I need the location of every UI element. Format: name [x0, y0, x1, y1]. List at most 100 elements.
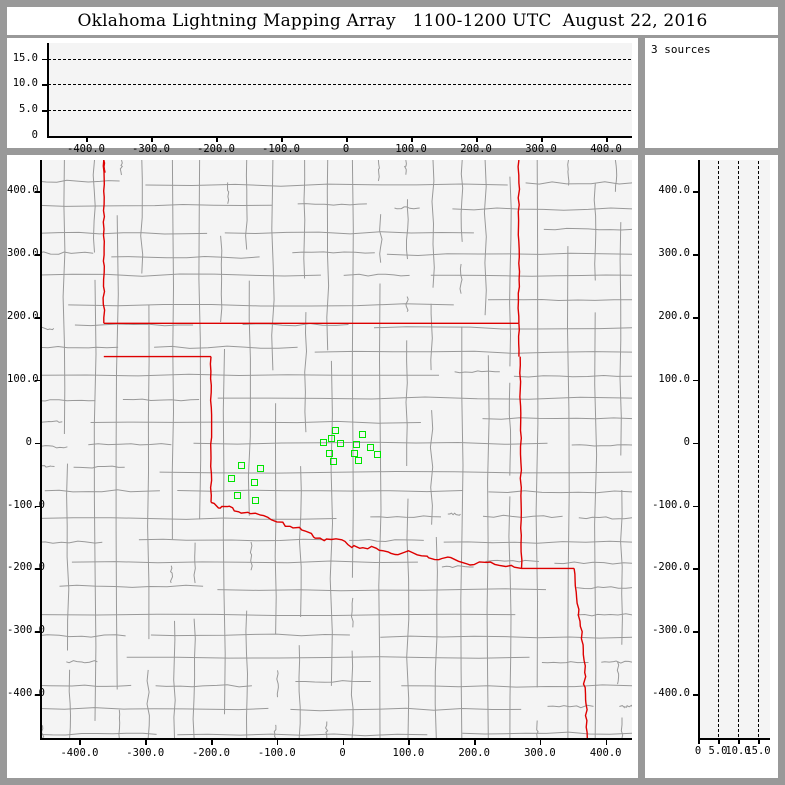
county-border	[461, 160, 463, 242]
county-border	[194, 543, 195, 584]
source-marker	[326, 450, 333, 457]
county-border	[315, 351, 632, 353]
county-border	[91, 421, 421, 423]
county-border	[460, 264, 462, 294]
county-border	[407, 499, 409, 738]
county-border	[405, 160, 407, 175]
source-marker	[320, 439, 327, 446]
x-tick	[145, 739, 147, 745]
y-tick-label: -200.0	[645, 561, 690, 573]
county-border	[246, 160, 248, 250]
page-title: Oklahoma Lightning Mapping Array 1100-12…	[78, 11, 708, 31]
source-marker	[355, 457, 362, 464]
y-tick	[693, 443, 699, 445]
county-border	[147, 670, 149, 738]
county-border	[160, 472, 632, 474]
county-border	[66, 661, 97, 663]
application-window: Oklahoma Lightning Mapping Array 1100-12…	[0, 0, 785, 785]
county-border	[299, 645, 300, 738]
county-border	[537, 721, 538, 739]
county-border	[509, 496, 511, 738]
gridline-vertical	[718, 161, 719, 737]
gridline-horizontal	[48, 59, 631, 60]
x-tick	[211, 739, 213, 745]
source-count-label: 3 sources	[651, 43, 711, 56]
source-marker	[328, 435, 335, 442]
county-border	[40, 205, 272, 207]
county-border	[452, 208, 632, 210]
county-border	[40, 252, 93, 254]
state-border	[211, 502, 522, 568]
x-tick	[86, 137, 88, 142]
y-tick	[693, 631, 699, 633]
x-tick	[476, 137, 478, 142]
county-border	[298, 204, 367, 206]
county-border	[111, 257, 259, 259]
county-border	[484, 160, 486, 315]
county-border	[380, 214, 382, 263]
source-marker	[359, 431, 366, 438]
county-border	[619, 705, 632, 707]
county-border	[435, 537, 437, 738]
county-border	[483, 515, 563, 517]
county-border	[221, 236, 222, 322]
county-border	[330, 361, 332, 686]
county-border	[40, 614, 515, 615]
y-tick	[693, 254, 699, 256]
county-border	[401, 685, 632, 687]
county-border	[40, 635, 126, 637]
y-tick	[42, 59, 48, 61]
county-border	[199, 160, 201, 519]
y-tick-label: 200.0	[645, 310, 690, 322]
county-border	[40, 232, 207, 234]
county-border	[246, 611, 248, 738]
county-border	[139, 539, 326, 541]
county-border	[305, 312, 307, 432]
county-border	[174, 621, 176, 738]
county-border	[594, 184, 596, 281]
county-border	[40, 446, 67, 448]
county-border	[151, 634, 350, 636]
x-tick	[540, 739, 542, 745]
x-tick	[346, 137, 348, 142]
county-border	[380, 636, 632, 638]
county-border	[514, 376, 632, 378]
county-border	[488, 491, 632, 493]
county-border	[290, 708, 521, 710]
county-border	[223, 349, 225, 714]
y-tick-label: -400.0	[7, 687, 32, 699]
gridline-vertical	[738, 161, 739, 737]
county-border	[577, 614, 632, 616]
source-marker	[251, 479, 258, 486]
county-border	[40, 733, 157, 735]
county-border	[487, 355, 489, 738]
county-border	[461, 327, 463, 738]
county-border	[75, 324, 193, 326]
y-tick-label: -100.0	[645, 499, 690, 511]
county-border	[172, 160, 173, 539]
y-tick-label: 0	[645, 436, 690, 448]
county-border	[177, 490, 462, 491]
source-count-panel: 3 sources	[645, 38, 778, 148]
x-tick	[79, 739, 81, 745]
x-tick	[758, 739, 760, 744]
county-border	[378, 160, 379, 181]
county-border	[60, 585, 204, 587]
county-border	[621, 490, 623, 645]
x-axis-line	[40, 738, 632, 740]
y-tick-label: 0	[7, 436, 32, 448]
top-plot-area	[47, 43, 632, 136]
y-tick-label: 100.0	[645, 373, 690, 385]
y-axis-line	[698, 160, 700, 738]
gridline-vertical	[758, 161, 759, 737]
county-border	[344, 274, 410, 276]
source-marker	[374, 451, 381, 458]
y-tick-label: 300.0	[7, 247, 32, 259]
map-plot-area[interactable]	[40, 160, 632, 738]
state-border	[104, 160, 105, 173]
county-border	[40, 274, 321, 276]
county-border	[406, 340, 407, 466]
x-tick-label: 15.0	[736, 745, 780, 757]
x-tick	[738, 739, 740, 744]
county-border	[217, 589, 546, 591]
